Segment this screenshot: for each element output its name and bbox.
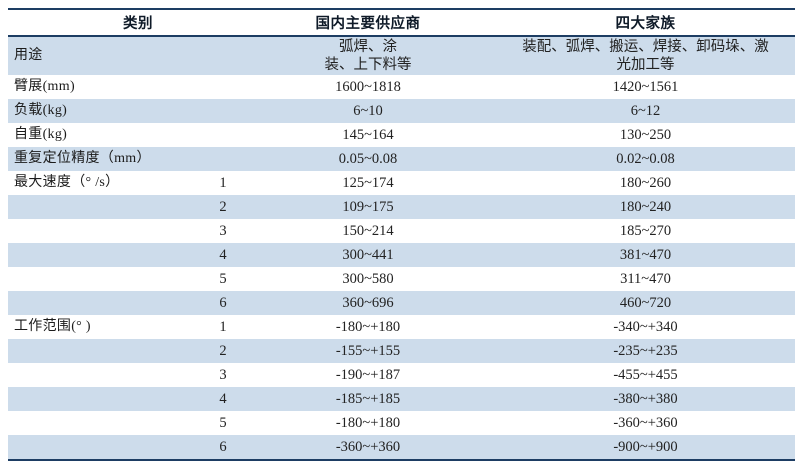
domestic-value: 0.05~0.08 <box>338 150 398 167</box>
big4-value: -900~+900 <box>613 438 678 455</box>
table-header: 类别 国内主要供应商 四大家族 <box>8 10 795 37</box>
axis-index: 4 <box>219 246 227 263</box>
table-row: 5 -180~+180 -360~+360 <box>8 411 795 435</box>
axis-index: 3 <box>219 222 227 239</box>
big4-value: 460~720 <box>619 294 672 311</box>
table-row: 臂展(mm) 1600~1818 1420~1561 <box>8 75 795 99</box>
domestic-value: 360~696 <box>342 294 394 311</box>
big4-value: -235~+235 <box>613 342 678 359</box>
domestic-value: -180~+180 <box>335 318 401 335</box>
table-row: 负载(kg) 6~10 6~12 <box>8 99 795 123</box>
table-row: 6 360~696 460~720 <box>8 291 795 315</box>
axis-index: 6 <box>219 294 227 311</box>
table-row: 重复定位精度（mm） 0.05~0.08 0.02~0.08 <box>8 147 795 171</box>
header-category: 类别 <box>123 16 153 32</box>
axis-index: 2 <box>219 342 227 359</box>
big4-value: 130~250 <box>619 126 672 143</box>
domestic-value: -190~+187 <box>335 366 401 383</box>
row-label: 臂展(mm) <box>14 79 75 95</box>
table-row: 最大速度（° /s） 1 125~174 180~260 <box>8 171 795 195</box>
big4-value: -340~+340 <box>613 318 678 335</box>
domestic-value: -360~+360 <box>335 438 401 455</box>
domestic-value: 300~441 <box>342 246 394 263</box>
row-label: 最大速度（° /s） <box>14 175 120 191</box>
table-row: 4 -185~+185 -380~+380 <box>8 387 795 411</box>
axis-index: 1 <box>219 174 227 191</box>
robot-comparison-table: 类别 国内主要供应商 四大家族 用途 弧焊、涂 装、上下料等 装配、弧焊、搬运、… <box>8 8 795 461</box>
big4-value: 6~12 <box>630 102 661 119</box>
table-row: 2 109~175 180~240 <box>8 195 795 219</box>
axis-index: 4 <box>219 390 227 407</box>
big4-value: 1420~1561 <box>612 78 679 95</box>
row-label: 负载(kg) <box>14 103 68 119</box>
domestic-value: 弧焊、涂 装、上下料等 <box>324 38 412 73</box>
domestic-value: -155~+155 <box>335 342 401 359</box>
big4-value: 装配、弧焊、搬运、焊接、卸码垛、激 光加工等 <box>522 38 769 73</box>
row-label: 重复定位精度（mm） <box>14 151 151 167</box>
table-row: 3 -190~+187 -455~+455 <box>8 363 795 387</box>
big4-value: 180~240 <box>619 198 672 215</box>
table-row: 3 150~214 185~270 <box>8 219 795 243</box>
table-row: 4 300~441 381~470 <box>8 243 795 267</box>
big4-value: 381~470 <box>619 246 672 263</box>
axis-index: 2 <box>219 198 227 215</box>
table-body: 用途 弧焊、涂 装、上下料等 装配、弧焊、搬运、焊接、卸码垛、激 光加工等 臂展… <box>8 37 795 459</box>
big4-value: -360~+360 <box>613 414 678 431</box>
axis-index: 6 <box>219 438 227 455</box>
row-label: 工作范围(° ) <box>14 319 91 335</box>
domestic-value: 125~174 <box>342 174 394 191</box>
big4-value: -455~+455 <box>613 366 678 383</box>
row-label: 自重(kg) <box>14 127 68 143</box>
domestic-value: 6~10 <box>353 102 383 119</box>
domestic-value: -180~+180 <box>335 414 401 431</box>
big4-value: 0.02~0.08 <box>616 150 675 167</box>
big4-value: -380~+380 <box>613 390 678 407</box>
table-row: 用途 弧焊、涂 装、上下料等 装配、弧焊、搬运、焊接、卸码垛、激 光加工等 <box>8 37 795 75</box>
domestic-value: 150~214 <box>342 222 394 239</box>
axis-index: 3 <box>219 366 227 383</box>
axis-index: 1 <box>219 318 227 335</box>
axis-index: 5 <box>219 414 227 431</box>
domestic-value: 1600~1818 <box>335 78 401 95</box>
header-big-four: 四大家族 <box>615 16 676 32</box>
domestic-value: 300~580 <box>342 270 394 287</box>
big4-value: 311~470 <box>620 270 671 287</box>
row-label: 用途 <box>14 48 43 64</box>
domestic-value: 145~164 <box>342 126 394 143</box>
table-row: 自重(kg) 145~164 130~250 <box>8 123 795 147</box>
table-row: 5 300~580 311~470 <box>8 267 795 291</box>
header-domestic-suppliers: 国内主要供应商 <box>315 16 421 32</box>
big4-value: 185~270 <box>619 222 672 239</box>
table-row: 2 -155~+155 -235~+235 <box>8 339 795 363</box>
axis-index: 5 <box>219 270 227 287</box>
domestic-value: 109~175 <box>342 198 394 215</box>
table-row: 工作范围(° ) 1 -180~+180 -340~+340 <box>8 315 795 339</box>
table-row: 6 -360~+360 -900~+900 <box>8 435 795 459</box>
domestic-value: -185~+185 <box>335 390 401 407</box>
big4-value: 180~260 <box>619 174 672 191</box>
